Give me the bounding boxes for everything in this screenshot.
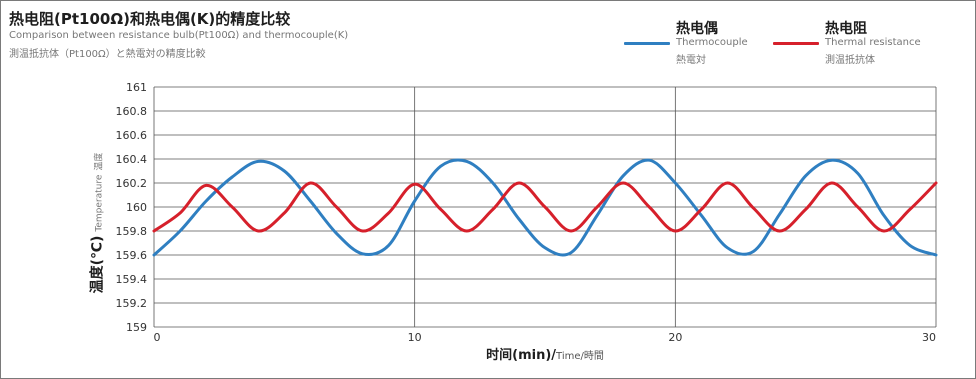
chart-subtitle-en: Comparison between resistance bulb(Pt100…: [9, 30, 349, 41]
legend-label-resistance: 热电阻: [825, 21, 867, 37]
y-tick-label: 159.4: [116, 273, 148, 286]
series-line-thermocouple: [152, 158, 938, 257]
y-tick-label: 159: [126, 321, 147, 334]
chart-title: 热电阻(Pt100Ω)和热电偶(K)的精度比较: [9, 10, 291, 28]
y-tick-label: 161: [126, 81, 147, 94]
x-tick-label: 30: [922, 331, 936, 344]
y-tick-label: 160.6: [116, 129, 148, 142]
y-tick-label: 159.6: [116, 249, 148, 262]
y-tick-label: 159.8: [116, 225, 148, 238]
x-tick-label: 20: [668, 331, 682, 344]
y-tick-label: 160: [126, 201, 147, 214]
legend-label-resistance-en: Thermal resistance: [825, 37, 921, 48]
y-tick-label: 160.4: [116, 153, 148, 166]
y-tick-label: 160.2: [116, 177, 148, 190]
x-axis-label: 时间(min)/Time/時間: [0, 344, 976, 363]
legend-label-thermocouple: 热电偶: [676, 21, 718, 37]
y-tick-label: 159.2: [116, 297, 148, 310]
x-tick-label: 0: [154, 331, 161, 344]
legend-swatch-resistance: [773, 42, 819, 45]
x-tick-label: 10: [408, 331, 422, 344]
chart-subtitle-jp: 測温抵抗体（Pt100Ω）と熱電対の精度比較: [9, 49, 206, 60]
legend-swatch-thermocouple: [624, 42, 670, 45]
x-axis-label-en: Time/時間: [556, 351, 604, 362]
legend-label-thermocouple-en: Thermocouple: [676, 37, 748, 48]
series-line-resistance: [152, 181, 938, 233]
legend-label-thermocouple-jp: 熱電対: [676, 55, 706, 66]
x-axis-label-cn: 时间(min)/: [486, 348, 557, 363]
y-tick-label: 160.8: [116, 105, 148, 118]
legend-label-resistance-jp: 測温抵抗体: [825, 55, 875, 66]
